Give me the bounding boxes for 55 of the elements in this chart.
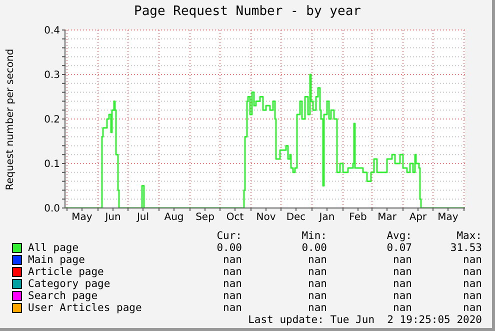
legend-label: Search page [27, 290, 99, 302]
x-tick-label: Jun [104, 212, 121, 224]
text: nan [307, 278, 327, 290]
text: nan [392, 290, 412, 302]
x-tick-label: Sep [196, 212, 214, 224]
x-tick-label: Dec [286, 212, 306, 224]
text: nan [392, 302, 412, 314]
y-tick-label: 0.3 [44, 70, 60, 82]
legend-label: Article page [27, 266, 105, 278]
legend-label: Category page [27, 278, 112, 290]
text: Last update: Tue Jun 2 19:25:05 2020 [247, 314, 482, 326]
text: nan [307, 290, 327, 302]
x-tick-label: May [72, 212, 92, 224]
text: nan [222, 278, 242, 290]
text: nan [307, 254, 327, 266]
y-tick-label: 0.0 [44, 204, 60, 215]
text: nan [222, 290, 242, 302]
text: nan [307, 302, 327, 314]
legend-label: All page [27, 242, 80, 254]
text: nan [307, 266, 327, 278]
text: nan [392, 254, 412, 266]
text: 31.53 [449, 242, 482, 254]
text: nan [462, 290, 482, 302]
text: Avg: [386, 230, 412, 242]
y-tick-label: 0.2 [44, 114, 60, 126]
text: nan [222, 254, 242, 266]
x-tick-label: Jan [318, 212, 335, 224]
text: nan [392, 278, 412, 290]
x-tick-label: Feb [349, 212, 367, 224]
x-tick-label: Aug [164, 212, 184, 224]
text: nan [462, 254, 482, 266]
x-tick-label: Nov [256, 212, 276, 224]
y-tick-label: 0.1 [44, 159, 60, 170]
legend-label: User Articles page [27, 302, 143, 314]
text: 0.00 [300, 242, 327, 254]
legend-label: Main page [27, 254, 86, 266]
text: 0.07 [386, 242, 412, 254]
text: nan [222, 302, 242, 314]
text: nan [462, 302, 482, 314]
text: Cur: [216, 230, 242, 242]
text: nan [392, 266, 412, 278]
x-tick-label: Mar [378, 212, 398, 224]
chart-title: Page Request Number - by year [133, 4, 362, 19]
x-tick-label: May [438, 212, 458, 224]
x-tick-label: Apr [409, 212, 428, 224]
text: Max: [456, 230, 482, 242]
text: Min: [300, 230, 327, 242]
text: 0.00 [216, 242, 242, 254]
x-tick-label: Jul [136, 212, 150, 224]
text: nan [462, 278, 482, 290]
y-axis-title: Request number per second [6, 48, 16, 190]
x-tick-label: Oct [226, 212, 244, 224]
y-tick-label: 0.4 [44, 26, 60, 37]
text: nan [222, 266, 242, 278]
text: nan [462, 266, 482, 278]
